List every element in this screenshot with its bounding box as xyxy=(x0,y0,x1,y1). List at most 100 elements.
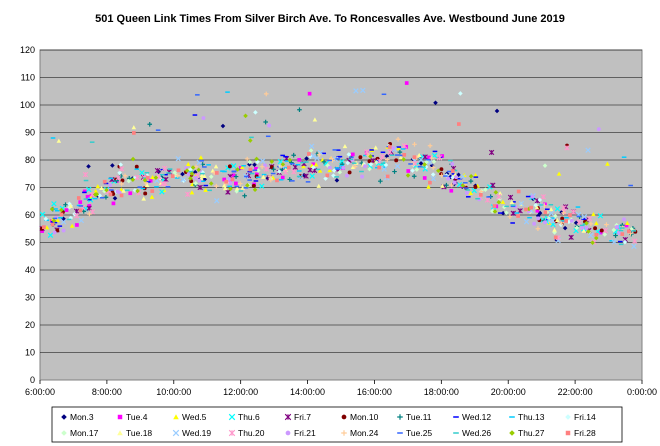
data-point xyxy=(172,170,178,175)
data-point xyxy=(554,237,560,243)
data-point xyxy=(502,204,507,210)
legend-entry: Mon.17 xyxy=(61,428,99,438)
data-point xyxy=(227,176,232,181)
data-point xyxy=(134,164,139,169)
data-point xyxy=(325,173,330,178)
data-point xyxy=(227,164,232,169)
x-tick-label: 6:00:00 xyxy=(25,387,55,397)
legend-marker xyxy=(173,414,179,420)
data-point xyxy=(424,159,429,165)
data-point xyxy=(234,181,238,186)
data-point xyxy=(42,225,46,229)
legend-marker xyxy=(509,430,515,436)
data-point xyxy=(590,240,595,245)
data-point xyxy=(570,209,577,215)
data-point xyxy=(189,171,195,176)
data-point xyxy=(449,182,454,188)
data-point xyxy=(598,230,603,235)
data-point xyxy=(147,121,153,127)
data-point xyxy=(131,125,137,130)
data-point xyxy=(412,155,417,160)
data-point xyxy=(142,177,148,183)
data-point xyxy=(460,173,466,180)
data-point xyxy=(584,220,589,226)
data-point xyxy=(580,225,585,230)
data-point xyxy=(554,206,561,212)
data-point xyxy=(234,189,239,194)
legend-label: Wed.19 xyxy=(182,428,211,438)
data-point xyxy=(180,176,186,183)
data-point xyxy=(230,163,237,169)
data-point xyxy=(454,175,459,180)
legend-entry: Mon.10 xyxy=(341,412,379,422)
data-point xyxy=(530,194,535,199)
data-point xyxy=(78,217,85,224)
data-point xyxy=(564,219,568,223)
data-point xyxy=(596,127,601,132)
legend-entry: Wed.12 xyxy=(453,412,491,422)
data-point xyxy=(75,223,79,227)
data-point xyxy=(564,145,570,151)
data-point xyxy=(586,215,593,222)
data-point xyxy=(456,172,461,178)
data-point xyxy=(360,174,365,179)
data-point xyxy=(473,172,478,177)
data-point xyxy=(145,173,150,178)
data-point xyxy=(347,170,352,175)
data-point xyxy=(426,184,431,189)
data-point xyxy=(61,228,66,233)
data-point xyxy=(507,194,514,200)
data-point xyxy=(446,176,451,181)
data-point xyxy=(139,169,145,176)
data-point xyxy=(39,211,46,218)
data-point xyxy=(297,107,302,113)
series-fri-28 xyxy=(42,122,631,240)
data-point xyxy=(440,154,445,158)
data-point xyxy=(339,158,345,165)
data-point xyxy=(321,159,327,165)
data-point xyxy=(327,167,333,173)
data-point xyxy=(490,182,496,188)
data-point xyxy=(267,123,272,128)
legend-marker xyxy=(341,430,347,436)
data-point xyxy=(55,228,60,233)
data-point xyxy=(199,173,205,178)
data-point xyxy=(97,193,103,198)
legend-label: Thu.20 xyxy=(238,428,265,438)
data-point xyxy=(253,110,258,115)
data-point xyxy=(412,160,418,167)
data-point xyxy=(323,176,328,181)
data-point xyxy=(556,171,562,176)
data-point xyxy=(244,156,250,162)
data-point xyxy=(313,162,319,167)
data-point xyxy=(573,220,579,226)
data-point xyxy=(259,183,265,189)
data-point xyxy=(67,201,72,207)
data-point xyxy=(228,181,233,185)
data-point xyxy=(374,160,379,165)
data-point xyxy=(63,202,68,207)
legend-entry: Tue.25 xyxy=(397,428,432,438)
data-point xyxy=(471,187,477,194)
data-point xyxy=(500,199,506,204)
data-point xyxy=(143,191,148,196)
y-tick-label: 0 xyxy=(30,375,35,385)
axes: 0 10 20 30 40 50 60 70 80 90 100 110 120 6:00:00 8:00:… xyxy=(20,45,657,397)
data-point xyxy=(405,173,411,178)
data-point xyxy=(507,214,513,219)
data-point xyxy=(484,197,491,203)
data-point xyxy=(269,165,274,170)
x-tick-label: 10:00:00 xyxy=(156,387,191,397)
data-point xyxy=(451,169,455,173)
data-point xyxy=(310,153,316,159)
x-tick-label: 18:00:00 xyxy=(424,387,459,397)
data-point xyxy=(120,178,125,183)
y-tick-label: 60 xyxy=(25,210,35,220)
legend-entries: Mon.3 Tue.4 Wed.5 Thu.6 Fri.7 Mon.10 Tue.11 Wed… xyxy=(61,412,596,438)
legend-label: Fri.28 xyxy=(574,428,596,438)
y-tick-label: 80 xyxy=(25,155,35,165)
data-point xyxy=(431,159,437,164)
data-point xyxy=(543,202,547,207)
data-point xyxy=(112,195,118,201)
